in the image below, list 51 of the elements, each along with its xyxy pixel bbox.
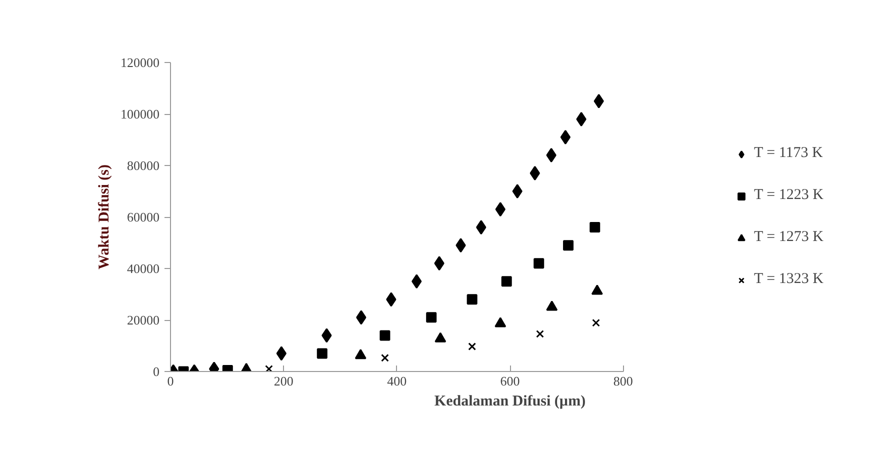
point xyxy=(560,130,571,144)
point xyxy=(316,348,328,359)
point xyxy=(576,112,586,126)
point xyxy=(381,354,389,362)
point xyxy=(356,310,366,325)
point xyxy=(591,284,603,295)
point xyxy=(501,276,512,287)
x-tick-label: 600 xyxy=(500,374,520,388)
point xyxy=(468,342,476,350)
point xyxy=(512,184,522,198)
legend-label: T = 1273 K xyxy=(754,229,824,246)
x-tick-label: 400 xyxy=(387,374,407,388)
y-tick-label: 40000 xyxy=(127,261,160,276)
point xyxy=(594,94,604,108)
point xyxy=(434,332,446,342)
point xyxy=(590,222,600,233)
y-tick-label: 100000 xyxy=(120,106,160,122)
point xyxy=(322,328,332,343)
x-tick-label: 800 xyxy=(613,374,633,388)
point xyxy=(426,312,437,323)
point xyxy=(466,294,478,305)
x-axis-title: Kedalaman Difusi (µm) xyxy=(434,394,586,410)
y-tick-label: 20000 xyxy=(127,312,160,328)
y-axis-title: Waktu Difusi (s) xyxy=(96,164,112,270)
y-tick-label: 80000 xyxy=(127,158,160,173)
y-tick-label: 120000 xyxy=(120,55,160,70)
point xyxy=(495,202,506,217)
point xyxy=(354,349,366,360)
point xyxy=(434,256,444,271)
point xyxy=(534,258,544,269)
point xyxy=(546,300,558,311)
point xyxy=(536,330,544,338)
y-tick-label: 0 xyxy=(153,364,160,379)
legend-label: T = 1323 K xyxy=(754,271,824,288)
point xyxy=(530,166,540,180)
legend-label: T = 1173 K xyxy=(754,145,824,162)
point xyxy=(412,274,422,289)
point xyxy=(265,364,273,372)
point xyxy=(494,317,506,328)
point xyxy=(380,330,390,341)
x-tick-label: 200 xyxy=(274,374,294,388)
point xyxy=(563,240,574,251)
x-tick-label: 0 xyxy=(167,374,174,388)
point xyxy=(386,292,396,307)
point xyxy=(476,220,486,235)
point xyxy=(592,318,600,327)
point xyxy=(276,346,286,361)
y-tick-label: 60000 xyxy=(127,210,160,224)
point xyxy=(456,238,466,253)
legend-label: T = 1223 K xyxy=(754,187,824,204)
point xyxy=(546,148,556,162)
